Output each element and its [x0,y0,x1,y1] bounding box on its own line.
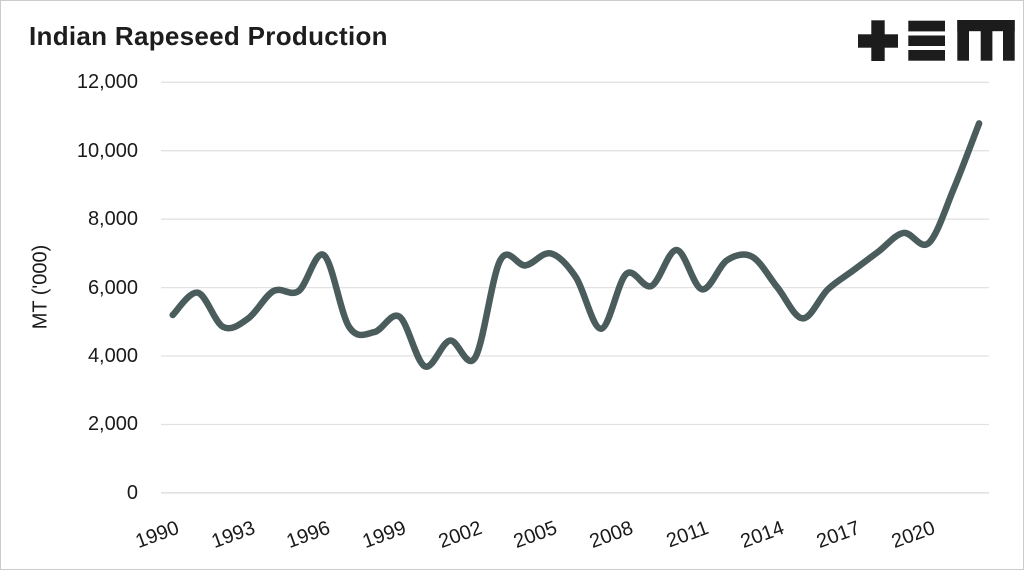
y-axis-title: MT ('000) [29,244,52,330]
m-mark-icon [957,20,1015,61]
production-line-series [169,120,983,370]
y-tick-label: 10,000 [76,139,138,162]
y-tick-label: 2,000 [87,413,138,436]
y-tick-label: 4,000 [87,345,138,368]
plus-icon [858,20,898,61]
tem-logo [858,20,1015,61]
y-tick-label: 8,000 [87,208,138,231]
y-tick-label: 12,000 [76,71,138,94]
y-tick-label: 0 [126,481,138,504]
y-tick-label: 6,000 [87,276,138,299]
equals-bars-icon [908,20,945,61]
chart-title: Indian Rapeseed Production [29,21,388,51]
